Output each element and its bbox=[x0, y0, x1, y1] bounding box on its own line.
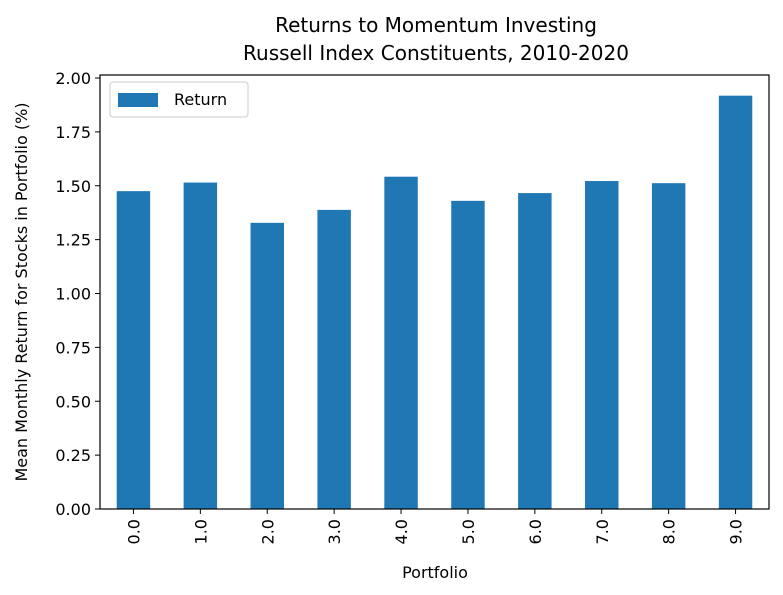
bar bbox=[183, 182, 218, 510]
y-tick-label: 1.25 bbox=[55, 231, 91, 250]
bar bbox=[116, 191, 151, 509]
y-tick-label: 0.50 bbox=[55, 392, 91, 411]
y-tick-label: 0.00 bbox=[55, 500, 91, 519]
y-tick-label: 1.50 bbox=[55, 177, 91, 196]
bar bbox=[451, 200, 485, 509]
y-tick-label: 2.00 bbox=[55, 69, 91, 88]
x-axis-ticks: 0.0 1.0 2.0 3.0 4.0 5.0 6.0 7.0 8.0 9.0 bbox=[124, 509, 746, 544]
legend: Return bbox=[109, 81, 249, 118]
x-tick-label: 2.0 bbox=[258, 519, 277, 544]
legend-label: Return bbox=[174, 90, 227, 109]
legend-box bbox=[109, 81, 249, 118]
y-tick-label: 0.25 bbox=[55, 446, 91, 465]
x-tick-label: 3.0 bbox=[325, 519, 344, 544]
x-tick-label: 7.0 bbox=[593, 519, 612, 544]
bar bbox=[518, 193, 552, 510]
bar bbox=[651, 183, 686, 509]
x-tick-label: 9.0 bbox=[727, 519, 746, 544]
x-tick-label: 0.0 bbox=[124, 519, 143, 544]
y-tick-label: 1.75 bbox=[55, 123, 91, 142]
bar bbox=[585, 181, 619, 509]
bar bbox=[317, 209, 351, 510]
chart-subtitle: Russell Index Constituents, 2010-2020 bbox=[243, 41, 629, 65]
x-axis-label: Portfolio bbox=[402, 563, 468, 582]
chart-title: Returns to Momentum Investing bbox=[275, 13, 597, 37]
bar bbox=[718, 95, 753, 509]
y-axis-label: Mean Monthly Return for Stocks in Portfo… bbox=[12, 102, 31, 481]
y-tick-label: 1.00 bbox=[55, 285, 91, 304]
x-tick-label: 5.0 bbox=[459, 519, 478, 544]
legend-swatch bbox=[118, 93, 158, 107]
x-tick-label: 6.0 bbox=[526, 519, 545, 544]
x-tick-label: 8.0 bbox=[660, 519, 679, 544]
y-tick-label: 0.75 bbox=[55, 338, 91, 357]
x-tick-label: 4.0 bbox=[392, 519, 411, 544]
plot-frame bbox=[99, 74, 770, 510]
bars-group bbox=[116, 95, 753, 510]
bar bbox=[250, 222, 284, 509]
bar bbox=[384, 176, 418, 509]
x-tick-label: 1.0 bbox=[191, 519, 210, 544]
y-axis-ticks: 0.00 0.25 0.50 0.75 1.00 1.25 1.50 1.75 2.00 bbox=[55, 69, 100, 519]
